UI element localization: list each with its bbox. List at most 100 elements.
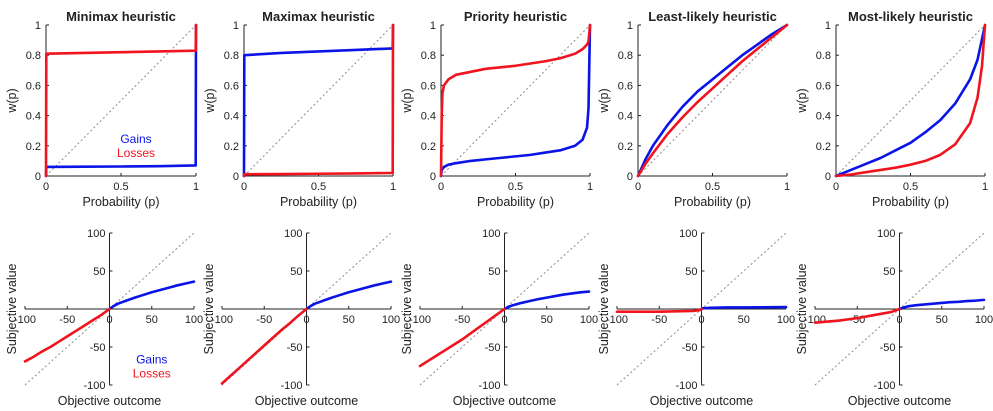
identity-line: [835, 24, 986, 177]
identity-line: [440, 24, 591, 177]
y-tick-label: 0.2: [421, 141, 436, 153]
x-tick-label: 100: [580, 314, 598, 326]
y-axis-label: w(p): [203, 88, 217, 113]
losses-curve: [23, 307, 111, 363]
y-tick-label: -50: [287, 342, 303, 354]
x-axis-label: Objective outcome: [453, 394, 557, 408]
y-tick-label: 0.2: [816, 141, 831, 153]
panel-title: Least-likely heuristic: [648, 9, 777, 24]
value-panel-4: -100 -50 0 50 100 -100 -50 50 100 Objective outco…: [597, 228, 795, 408]
x-axis-label: Probability (p): [674, 195, 751, 209]
identity-line: [637, 24, 788, 177]
x-tick-label: -100: [606, 314, 628, 326]
y-tick-label: 100: [679, 228, 697, 240]
y-tick-label: -50: [485, 342, 501, 354]
y-tick-label: -50: [682, 342, 698, 354]
y-tick-label: 0.4: [618, 111, 633, 123]
identity-line: [243, 24, 394, 177]
y-axis-label: w(p): [597, 88, 611, 113]
y-axis-label: Subjective value: [5, 263, 19, 354]
losses-curve: [615, 307, 703, 313]
y-tick-label: 0: [825, 171, 831, 183]
x-axis-label: Objective outcome: [255, 394, 359, 408]
y-tick-label: 0: [430, 171, 436, 183]
y-tick-label: 0: [35, 171, 41, 183]
x-tick-label: 100: [975, 314, 993, 326]
y-tick-label: -50: [90, 342, 106, 354]
losses-curve: [439, 23, 592, 178]
gains-curve: [108, 280, 196, 311]
x-tick-label: 1: [587, 181, 593, 193]
x-tick-label: -100: [14, 314, 36, 326]
legend-entry-losses: Losses: [117, 146, 155, 160]
panel-title: Minimax heuristic: [66, 9, 176, 24]
y-tick-label: 1: [35, 20, 41, 32]
x-axis-label: Objective outcome: [848, 394, 952, 408]
value-panel-2: -100 -50 0 50 100 -100 -50 50 100 Objective outco…: [202, 228, 400, 408]
x-axis-label: Objective outcome: [58, 394, 162, 408]
y-tick-label: 0.2: [618, 141, 633, 153]
x-tick-label: 0: [698, 314, 704, 326]
y-tick-label: 100: [482, 228, 500, 240]
y-axis-label: Subjective value: [597, 263, 611, 354]
x-tick-label: 100: [382, 314, 400, 326]
losses-curve: [44, 23, 198, 178]
y-tick-label: -100: [675, 380, 697, 392]
y-axis-label: Subjective value: [795, 263, 809, 354]
y-tick-label: -50: [880, 342, 896, 354]
x-tick-label: 50: [936, 314, 948, 326]
x-tick-label: 0: [501, 314, 507, 326]
y-tick-label: 100: [877, 228, 895, 240]
y-tick-label: 1: [233, 20, 239, 32]
weighting-panel-3: 0 0.5 1 0 0.2 0.4 0.6 0.8 1 Priority heuristic Pro…: [400, 9, 593, 209]
y-tick-label: 0.6: [224, 80, 239, 92]
y-tick-label: 50: [93, 266, 105, 278]
x-tick-label: -50: [651, 314, 667, 326]
y-axis-label: w(p): [795, 88, 809, 113]
x-tick-label: 0: [833, 181, 839, 193]
losses-curve: [813, 307, 901, 324]
y-tick-label: 0.8: [26, 50, 41, 62]
y-tick-label: 0: [627, 171, 633, 183]
y-tick-label: -100: [280, 380, 302, 392]
y-tick-label: 0.6: [421, 80, 436, 92]
x-tick-label: 0.5: [508, 181, 523, 193]
y-tick-label: 0.2: [224, 141, 239, 153]
x-tick-label: 1: [193, 181, 199, 193]
y-tick-label: -100: [873, 380, 895, 392]
value-panel-1: -100 -50 0 50 100 -100 -50 50 100 Objective outco…: [5, 228, 203, 408]
x-tick-label: 50: [738, 314, 750, 326]
y-tick-label: 1: [430, 20, 436, 32]
y-tick-label: 50: [290, 266, 302, 278]
x-tick-label: 1: [390, 181, 396, 193]
y-tick-label: 100: [87, 228, 105, 240]
y-tick-label: 0.8: [224, 50, 239, 62]
losses-curve: [242, 23, 395, 178]
weighting-panel-4: 0 0.5 1 0 0.2 0.4 0.6 0.8 1 Least-likely heuristi…: [597, 9, 790, 209]
x-tick-label: -50: [256, 314, 272, 326]
gains-curve: [503, 290, 591, 311]
panel-title: Priority heuristic: [464, 9, 567, 24]
weighting-panel-2: 0 0.5 1 0 0.2 0.4 0.6 0.8 1 Maximax heuristic Prob…: [203, 9, 396, 209]
x-tick-label: 0.5: [113, 181, 128, 193]
x-axis-label: Probability (p): [280, 195, 357, 209]
weighting-panel-5: 0 0.5 1 0 0.2 0.4 0.6 0.8 1 Most-likely heuristic…: [795, 9, 988, 209]
legend-entry-gains: Gains: [136, 353, 167, 367]
y-tick-label: 0.2: [26, 141, 41, 153]
losses-curve: [636, 23, 789, 178]
x-tick-label: 0: [635, 181, 641, 193]
y-tick-label: 0.8: [816, 50, 831, 62]
panel-title: Maximax heuristic: [262, 9, 375, 24]
x-tick-label: 0: [896, 314, 902, 326]
y-tick-label: 1: [825, 20, 831, 32]
x-tick-label: 0: [106, 314, 112, 326]
x-tick-label: 50: [146, 314, 158, 326]
y-tick-label: -100: [83, 380, 105, 392]
y-tick-label: 0.4: [224, 111, 239, 123]
y-tick-label: 0.8: [421, 50, 436, 62]
y-axis-label: Subjective value: [400, 263, 414, 354]
y-axis-label: w(p): [400, 88, 414, 113]
y-tick-label: 0.4: [816, 111, 831, 123]
x-tick-label: -50: [59, 314, 75, 326]
legend-entry-gains: Gains: [120, 132, 151, 146]
